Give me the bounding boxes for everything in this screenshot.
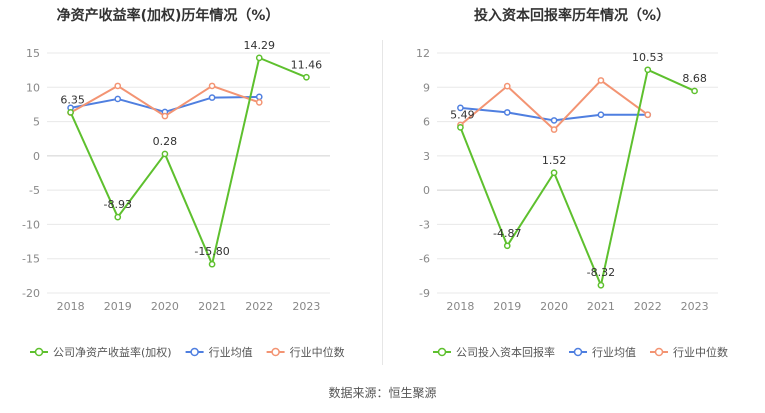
legend-marker-industry_avg <box>190 347 199 357</box>
legend-label-industry_avg: 行业均值 <box>209 346 253 359</box>
series-line-company <box>459 68 695 287</box>
data-point-company <box>303 73 310 81</box>
data-point-industry_median <box>644 111 652 119</box>
data-label: -8.32 <box>587 266 615 279</box>
data-point-industry_avg <box>255 93 263 101</box>
x-tick-label: 2023 <box>681 300 709 313</box>
legend-label-industry_median: 行业中位数 <box>290 345 345 359</box>
data-point-company <box>691 87 698 95</box>
data-point-company <box>597 281 605 289</box>
y-tick-label: -9 <box>419 287 430 300</box>
data-label: 10.53 <box>632 51 664 64</box>
data-point-industry_avg <box>457 104 464 112</box>
data-point-industry_avg <box>114 95 122 103</box>
legend-label-industry_avg: 行业均值 <box>592 346 636 359</box>
data-label: -4.87 <box>493 227 521 240</box>
y-tick-label: -20 <box>22 287 40 300</box>
y-tick-label: -15 <box>22 253 40 266</box>
data-point-company <box>208 260 216 268</box>
x-tick-label: 2020 <box>540 300 568 313</box>
data-label: 8.68 <box>682 72 707 85</box>
data-point-company <box>457 124 464 131</box>
data-point-company <box>255 54 263 62</box>
y-tick-label: -3 <box>419 218 430 231</box>
x-tick-label: 2022 <box>245 300 273 313</box>
data-point-company <box>503 242 511 250</box>
x-tick-label: 2018 <box>446 300 474 313</box>
roe-chart: 净资产收益率(加权)历年情况（%） 15 10 5 0 -5 -10 -15 -20 2018 20… <box>22 7 345 359</box>
data-label: 14.29 <box>244 39 276 52</box>
data-point-industry_median <box>503 82 511 90</box>
x-tick-label: 2023 <box>292 300 320 313</box>
data-point-industry_median <box>114 82 122 90</box>
y-tick-label: 0 <box>33 150 40 163</box>
data-point-industry_median <box>161 112 169 120</box>
y-tick-label: -5 <box>29 184 40 197</box>
x-tick-label: 2021 <box>587 300 615 313</box>
legend-label-company: 公司投入资本回报率 <box>456 345 555 359</box>
data-label: -15.80 <box>194 245 229 258</box>
x-tick-label: 2021 <box>198 300 226 313</box>
roic-chart: 投入资本回报率历年情况（%） 12 9 6 3 0 -3 -6 -9 2018 2019 2020 20… <box>416 7 728 359</box>
data-label: 5.49 <box>450 108 475 121</box>
legend-marker-industry_median <box>654 347 664 357</box>
series-line-company <box>69 56 307 266</box>
y-tick-label: -10 <box>22 218 40 231</box>
data-point-company <box>67 108 74 116</box>
x-tick-label: 2018 <box>57 300 85 313</box>
legend-label-industry_median: 行业中位数 <box>673 345 728 359</box>
data-point-industry_median <box>597 77 605 84</box>
data-point-industry_median <box>255 99 263 106</box>
legend-marker-industry_median <box>271 347 280 357</box>
data-point-industry_median <box>550 126 558 133</box>
y-tick-label: 9 <box>423 81 430 94</box>
chart-title: 投入资本回报率历年情况（%） <box>474 7 670 24</box>
legend-label-company: 公司净资产收益率(加权) <box>53 345 172 359</box>
data-source: 数据来源：恒生聚源 <box>328 386 437 400</box>
y-tick-label: 15 <box>26 47 40 60</box>
data-point-company <box>550 169 558 177</box>
chart-divider <box>382 40 383 365</box>
data-point-industry_avg <box>550 117 558 124</box>
x-tick-label: 2020 <box>151 300 179 313</box>
data-label: 1.52 <box>542 154 567 167</box>
data-label: -8.93 <box>104 198 132 211</box>
y-tick-label: 10 <box>26 81 40 94</box>
data-point-company <box>114 213 122 221</box>
y-tick-label: 3 <box>423 150 430 163</box>
y-tick-label: 6 <box>423 116 430 129</box>
x-tick-label: 2022 <box>634 300 662 313</box>
y-tick-label: -6 <box>419 253 430 266</box>
x-tick-label: 2019 <box>493 300 521 313</box>
data-point-industry_avg <box>503 109 511 116</box>
x-tick-label: 2019 <box>104 300 132 313</box>
y-tick-label: 12 <box>416 47 430 60</box>
y-tick-label: 5 <box>33 116 40 129</box>
data-point-company <box>644 66 652 74</box>
legend-marker-company <box>437 347 447 357</box>
legend-marker-company <box>34 347 44 357</box>
legend-marker-industry_avg <box>573 347 583 357</box>
data-point-company <box>161 150 169 158</box>
chart-title: 净资产收益率(加权)历年情况（%） <box>57 7 280 24</box>
data-label: 11.46 <box>291 58 323 71</box>
y-tick-label: 0 <box>423 184 430 197</box>
data-point-industry_median <box>208 82 216 90</box>
data-point-industry_avg <box>597 111 605 119</box>
data-label: 6.35 <box>60 93 85 106</box>
data-label: 0.28 <box>153 135 178 148</box>
data-point-industry_avg <box>208 94 216 101</box>
